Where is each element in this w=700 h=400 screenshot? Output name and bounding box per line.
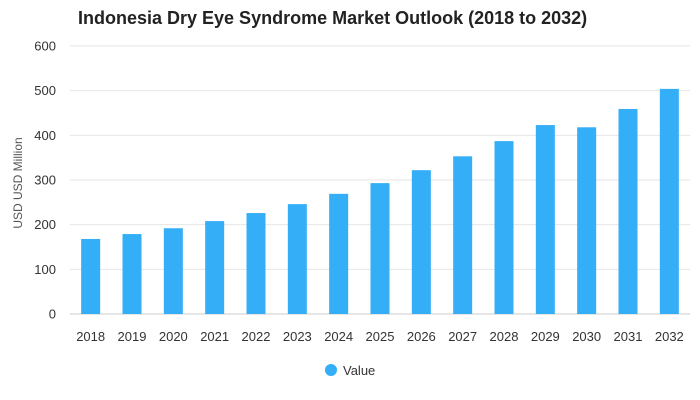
bar-2029[interactable] <box>535 125 555 314</box>
y-tick-label: 0 <box>49 307 56 322</box>
y-tick-label: 100 <box>34 262 56 277</box>
y-tick-label: 500 <box>34 83 56 98</box>
bars <box>81 88 679 314</box>
x-tick-label: 2026 <box>407 329 436 344</box>
bar-2025[interactable] <box>370 183 390 314</box>
bar-2026[interactable] <box>411 170 431 314</box>
y-tick-label: 200 <box>34 217 56 232</box>
bar-2018[interactable] <box>81 238 101 314</box>
bar-2020[interactable] <box>163 228 183 314</box>
y-tick-label: 600 <box>34 39 56 54</box>
x-axis-ticks: 2018 2019 2020 2021 2022 2023 2024 2025 2026 2027… <box>76 329 684 344</box>
x-tick-label: 2019 <box>118 329 147 344</box>
x-tick-label: 2021 <box>200 329 229 344</box>
x-tick-label: 2028 <box>490 329 519 344</box>
bar-2019[interactable] <box>122 234 142 314</box>
x-tick-label: 2032 <box>655 329 684 344</box>
y-tick-label: 400 <box>34 128 56 143</box>
x-tick-label: 2023 <box>283 329 312 344</box>
legend-swatch <box>325 364 337 376</box>
bar-2030[interactable] <box>577 127 597 314</box>
x-tick-label: 2025 <box>366 329 395 344</box>
y-axis-title: USD USD Million <box>11 137 25 228</box>
legend[interactable]: Value <box>325 363 375 378</box>
bar-2027[interactable] <box>453 156 473 314</box>
x-tick-label: 2031 <box>614 329 643 344</box>
x-tick-label: 2022 <box>242 329 271 344</box>
x-tick-label: 2027 <box>448 329 477 344</box>
bar-2021[interactable] <box>205 221 225 314</box>
x-tick-label: 2018 <box>76 329 105 344</box>
x-tick-label: 2024 <box>324 329 353 344</box>
x-tick-label: 2029 <box>531 329 560 344</box>
bar-2024[interactable] <box>329 193 349 314</box>
legend-label: Value <box>343 363 375 378</box>
y-tick-label: 300 <box>34 173 56 188</box>
bar-2032[interactable] <box>659 88 679 314</box>
bar-2023[interactable] <box>287 204 307 314</box>
bar-2028[interactable] <box>494 141 514 314</box>
bar-2022[interactable] <box>246 213 266 314</box>
y-axis-ticks: 0 100 200 300 400 500 600 <box>34 39 56 322</box>
chart-title: Indonesia Dry Eye Syndrome Market Outloo… <box>78 8 588 28</box>
x-tick-label: 2030 <box>572 329 601 344</box>
x-tick-label: 2020 <box>159 329 188 344</box>
bar-2031[interactable] <box>618 108 638 314</box>
